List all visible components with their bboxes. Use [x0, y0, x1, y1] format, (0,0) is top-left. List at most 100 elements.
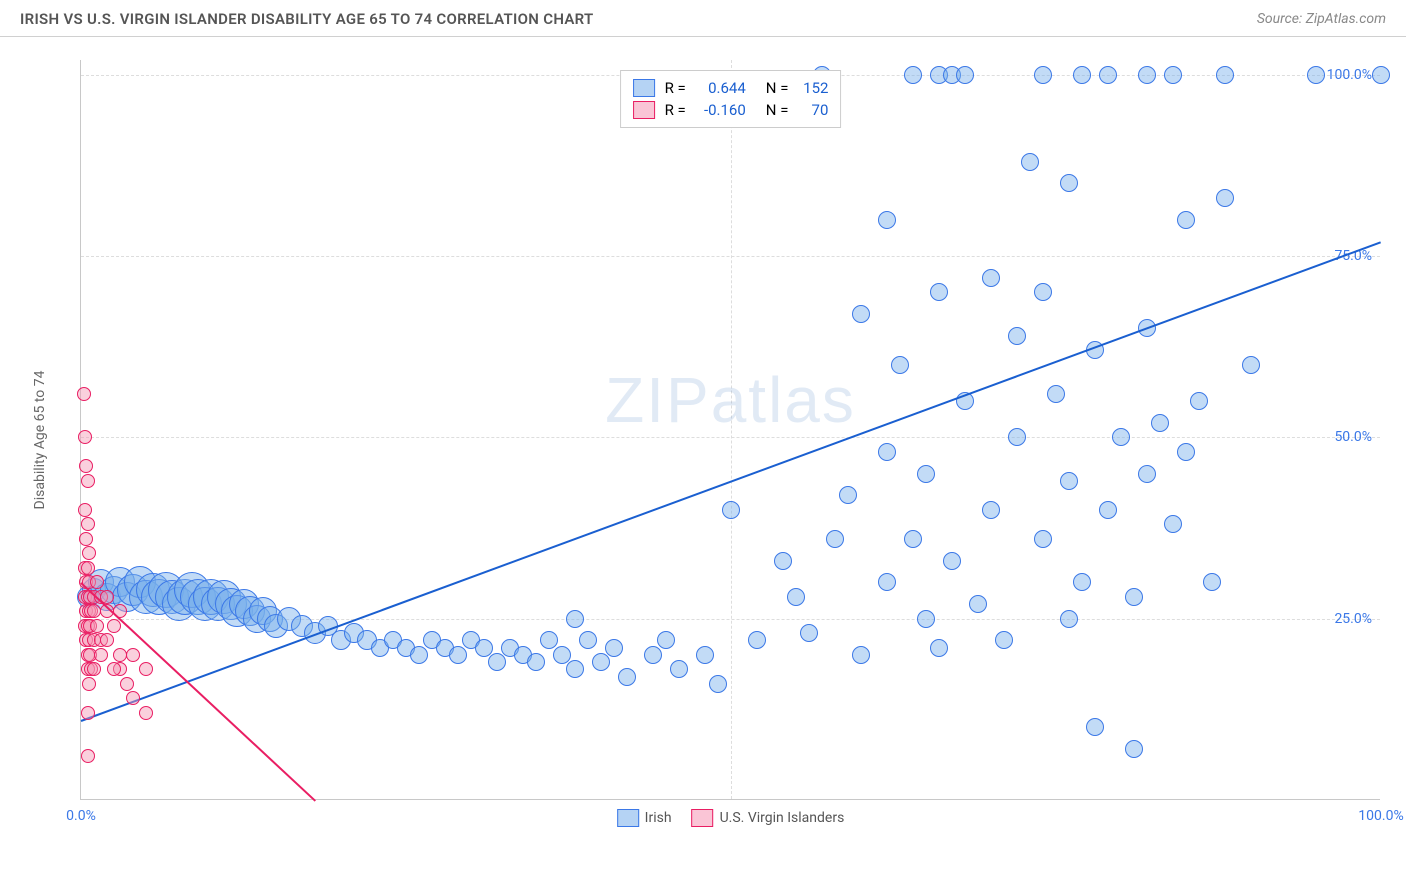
data-point [78, 503, 92, 517]
data-point [748, 631, 766, 649]
data-point [1086, 718, 1104, 736]
data-point [78, 430, 92, 444]
data-point [107, 619, 121, 633]
data-point [644, 646, 662, 664]
data-point [787, 588, 805, 606]
y-tick-label: 100.0% [1327, 67, 1372, 83]
data-point [81, 517, 95, 531]
data-point [1164, 66, 1182, 84]
data-point [1112, 428, 1130, 446]
data-point [1060, 174, 1078, 192]
data-point [1034, 530, 1052, 548]
data-point [878, 443, 896, 461]
data-point [969, 595, 987, 613]
data-point [826, 530, 844, 548]
y-axis-label: Disability Age 65 to 74 [32, 371, 48, 510]
data-point [410, 646, 428, 664]
data-point [527, 653, 545, 671]
data-point [82, 546, 96, 560]
r-value-usvi: -0.160 [696, 101, 746, 119]
data-point [113, 648, 127, 662]
data-point [1177, 443, 1195, 461]
data-point [126, 648, 140, 662]
data-point [139, 706, 153, 720]
data-point [81, 561, 95, 575]
stats-legend: R = 0.644 N = 152 R = -0.160 N = 70 [620, 70, 842, 128]
data-point [87, 662, 101, 676]
data-point [100, 633, 114, 647]
data-point [94, 648, 108, 662]
data-point [800, 624, 818, 642]
x-tick-label: 100.0% [1358, 808, 1403, 824]
data-point [618, 668, 636, 686]
chart-header: IRISH VS U.S. VIRGIN ISLANDER DISABILITY… [0, 0, 1406, 37]
data-point [579, 631, 597, 649]
data-point [1047, 385, 1065, 403]
legend-item-irish: Irish [617, 809, 672, 827]
data-point [1073, 66, 1091, 84]
data-point [1060, 610, 1078, 628]
data-point [90, 575, 104, 589]
data-point [1372, 66, 1390, 84]
data-point [566, 610, 584, 628]
data-point [852, 305, 870, 323]
data-point [1021, 153, 1039, 171]
gridline-v [731, 60, 732, 799]
data-point [891, 356, 909, 374]
data-point [657, 631, 675, 649]
data-point [904, 66, 922, 84]
data-point [1125, 588, 1143, 606]
n-label: N = [766, 79, 789, 97]
data-point [449, 646, 467, 664]
data-point [81, 749, 95, 763]
data-point [1307, 66, 1325, 84]
stats-row-irish: R = 0.644 N = 152 [633, 77, 829, 99]
data-point [475, 639, 493, 657]
watermark-thin: atlas [711, 364, 856, 436]
y-tick-label: 50.0% [1334, 429, 1372, 445]
data-point [1164, 515, 1182, 533]
data-point [126, 691, 140, 705]
chart-area: Disability Age 65 to 74 ZIPatlas R = 0.6… [50, 50, 1390, 830]
data-point [566, 660, 584, 678]
data-point [1242, 356, 1260, 374]
data-point [1138, 465, 1156, 483]
data-point [79, 459, 93, 473]
data-point [1216, 189, 1234, 207]
data-point [982, 501, 1000, 519]
data-point [1008, 327, 1026, 345]
stats-row-usvi: R = -0.160 N = 70 [633, 99, 829, 121]
r-value-irish: 0.644 [696, 79, 746, 97]
data-point [77, 387, 91, 401]
series-legend: Irish U.S. Virgin Islanders [617, 809, 845, 827]
data-point [553, 646, 571, 664]
data-point [79, 532, 93, 546]
data-point [839, 486, 857, 504]
data-point [81, 706, 95, 720]
data-point [722, 501, 740, 519]
data-point [488, 653, 506, 671]
data-point [1099, 501, 1117, 519]
data-point [82, 677, 96, 691]
data-point [1060, 472, 1078, 490]
r-label: R = [665, 101, 686, 119]
chart-source: Source: ZipAtlas.com [1257, 11, 1386, 27]
data-point [904, 530, 922, 548]
data-point [943, 552, 961, 570]
data-point [852, 646, 870, 664]
data-point [995, 631, 1013, 649]
data-point [1073, 573, 1091, 591]
data-point [982, 269, 1000, 287]
data-point [774, 552, 792, 570]
data-point [540, 631, 558, 649]
plot-region: ZIPatlas R = 0.644 N = 152 R = -0.160 N … [80, 60, 1380, 800]
data-point [139, 662, 153, 676]
data-point [930, 283, 948, 301]
data-point [1034, 283, 1052, 301]
r-label: R = [665, 79, 686, 97]
data-point [1099, 66, 1117, 84]
data-point [1190, 392, 1208, 410]
data-point [87, 604, 101, 618]
legend-label-irish: Irish [645, 810, 672, 826]
watermark-bold: ZIP [605, 364, 711, 436]
